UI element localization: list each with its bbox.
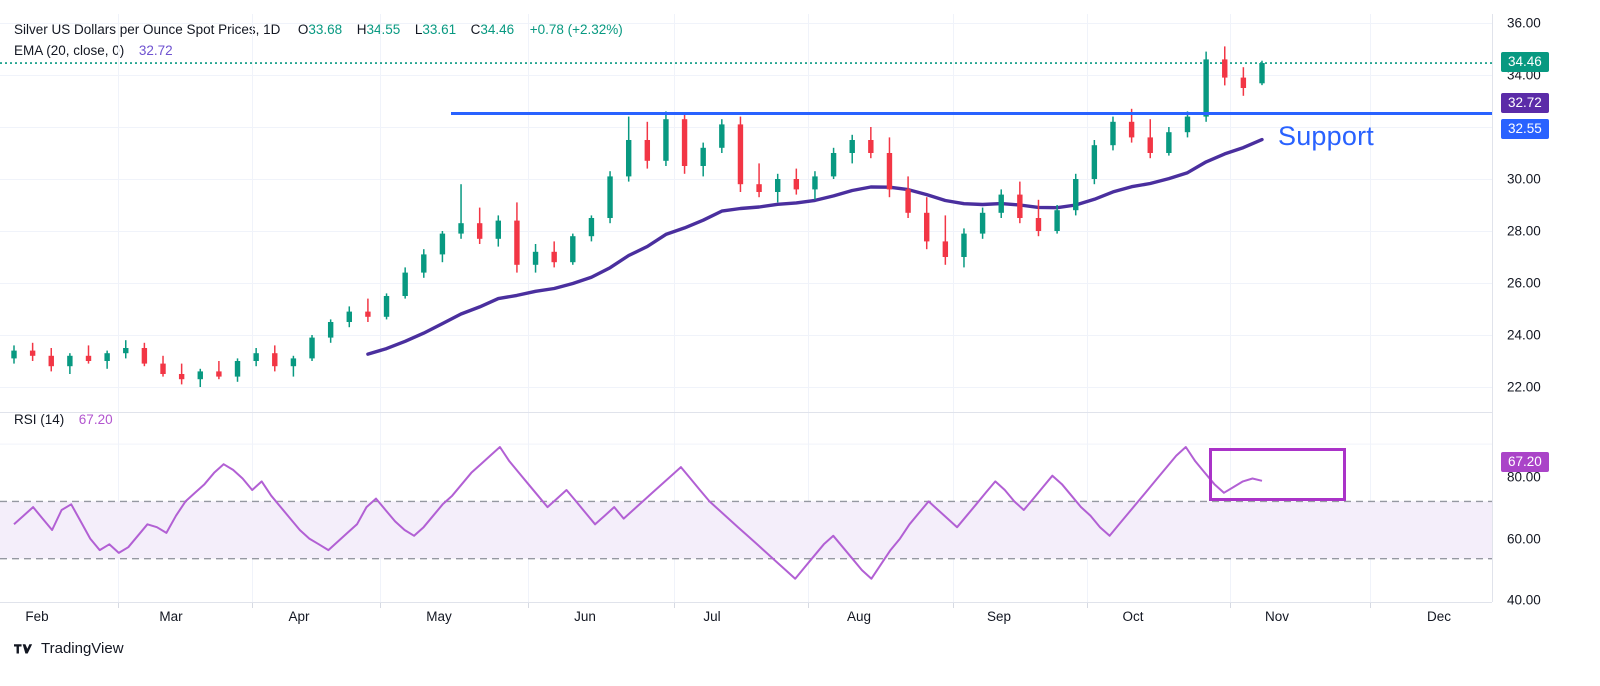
gridline-vertical bbox=[380, 14, 381, 602]
ema-label: EMA (20, close, 0) bbox=[14, 43, 125, 58]
time-label-oct: Oct bbox=[1122, 609, 1144, 624]
high-label: H bbox=[356, 22, 367, 37]
candlestick-series[interactable] bbox=[0, 14, 1492, 412]
time-axis[interactable]: Feb Mar Apr May Jun Jul Aug Sep Oct Nov … bbox=[0, 602, 1492, 634]
price-pane[interactable]: Support bbox=[0, 14, 1492, 412]
gridline-vertical bbox=[808, 14, 809, 602]
price-legend: Silver US Dollars per Ounce Spot Prices,… bbox=[14, 20, 623, 61]
price-axis[interactable]: 36.00 34.00 32.00 30.00 28.00 26.00 24.0… bbox=[1492, 14, 1600, 608]
time-tick bbox=[528, 603, 529, 608]
ema-line bbox=[366, 137, 1264, 356]
plot-area[interactable]: Support bbox=[0, 14, 1492, 602]
price-tick: 36.00 bbox=[1507, 15, 1541, 31]
rsi-annotation-rectangle[interactable] bbox=[1208, 448, 1346, 502]
last-price-badge[interactable]: 34.46 bbox=[1501, 52, 1549, 72]
time-label-apr: Apr bbox=[288, 609, 310, 624]
tradingview-brand-label: TradingView bbox=[41, 640, 124, 657]
time-label-may: May bbox=[426, 609, 452, 624]
time-label-mar: Mar bbox=[159, 609, 183, 624]
time-label-jul: Jul bbox=[703, 609, 721, 624]
time-label-aug: Aug bbox=[846, 609, 872, 624]
open-label: O bbox=[297, 22, 309, 37]
tradingview-attribution[interactable]: TradingView bbox=[14, 640, 124, 657]
gridline-vertical bbox=[1370, 14, 1371, 602]
tradingview-logo-icon bbox=[14, 643, 33, 653]
price-tick: 30.00 bbox=[1507, 171, 1541, 187]
change-value: +0.78 (+2.32%) bbox=[529, 22, 623, 37]
time-tick bbox=[252, 603, 253, 608]
symbol-ohlc-row: Silver US Dollars per Ounce Spot Prices,… bbox=[14, 20, 623, 40]
support-annotation-label[interactable]: Support bbox=[1278, 120, 1374, 151]
time-tick bbox=[118, 603, 119, 608]
rsi-tick: 40.00 bbox=[1507, 592, 1541, 608]
rsi-value-badge[interactable]: 67.20 bbox=[1501, 452, 1549, 472]
gridline-vertical bbox=[118, 14, 119, 602]
time-label-jun: Jun bbox=[574, 609, 596, 624]
ema-value: 32.72 bbox=[138, 43, 173, 58]
time-label-dec: Dec bbox=[1426, 609, 1452, 624]
rsi-label: RSI (14) bbox=[14, 412, 65, 427]
gridline-vertical bbox=[674, 14, 675, 602]
time-tick bbox=[674, 603, 675, 608]
time-label-sep: Sep bbox=[986, 609, 1012, 624]
rsi-legend[interactable]: RSI (14) 67.20 bbox=[14, 412, 113, 427]
gridline-horizontal bbox=[0, 179, 1492, 180]
high-value: 34.55 bbox=[366, 22, 401, 37]
last-price-line bbox=[0, 62, 1492, 64]
time-tick bbox=[1230, 603, 1231, 608]
price-tick: 22.00 bbox=[1507, 379, 1541, 395]
gridline-vertical bbox=[252, 14, 253, 602]
gridline-horizontal bbox=[0, 387, 1492, 388]
open-value: 33.68 bbox=[308, 22, 343, 37]
time-tick bbox=[380, 603, 381, 608]
rsi-tick: 60.00 bbox=[1507, 531, 1541, 547]
gridline-horizontal bbox=[0, 335, 1492, 336]
gridline-horizontal bbox=[0, 75, 1492, 76]
gridline-horizontal bbox=[0, 127, 1492, 128]
close-label: C bbox=[470, 22, 481, 37]
price-tick: 24.00 bbox=[1507, 327, 1541, 343]
support-trendline[interactable] bbox=[450, 111, 1492, 115]
gridline-horizontal bbox=[0, 283, 1492, 284]
gridline-horizontal bbox=[0, 231, 1492, 232]
low-value: 33.61 bbox=[422, 22, 457, 37]
time-tick bbox=[1087, 603, 1088, 608]
rsi-tick: 80.00 bbox=[1507, 469, 1541, 485]
time-tick bbox=[953, 603, 954, 608]
low-label: L bbox=[414, 22, 423, 37]
time-tick bbox=[1370, 603, 1371, 608]
gridline-vertical bbox=[1230, 14, 1231, 602]
time-tick bbox=[808, 603, 809, 608]
rsi-legend-value: 67.20 bbox=[78, 412, 113, 427]
ema-legend-row[interactable]: EMA (20, close, 0) 32.72 bbox=[14, 41, 623, 61]
gridline-vertical bbox=[1087, 14, 1088, 602]
symbol-title[interactable]: Silver US Dollars per Ounce Spot Prices,… bbox=[14, 22, 281, 37]
gridline-vertical bbox=[528, 14, 529, 602]
gridline-horizontal bbox=[0, 23, 1492, 24]
support-price-badge[interactable]: 32.55 bbox=[1501, 119, 1549, 139]
rsi-pane[interactable] bbox=[0, 412, 1492, 602]
gridline-vertical bbox=[953, 14, 954, 602]
price-tick: 28.00 bbox=[1507, 223, 1541, 239]
rsi-series[interactable] bbox=[0, 413, 1492, 603]
price-tick: 26.00 bbox=[1507, 275, 1541, 291]
time-label-feb: Feb bbox=[25, 609, 49, 624]
ema-price-badge[interactable]: 32.72 bbox=[1501, 93, 1549, 113]
close-value: 34.46 bbox=[480, 22, 515, 37]
time-label-nov: Nov bbox=[1264, 609, 1290, 624]
